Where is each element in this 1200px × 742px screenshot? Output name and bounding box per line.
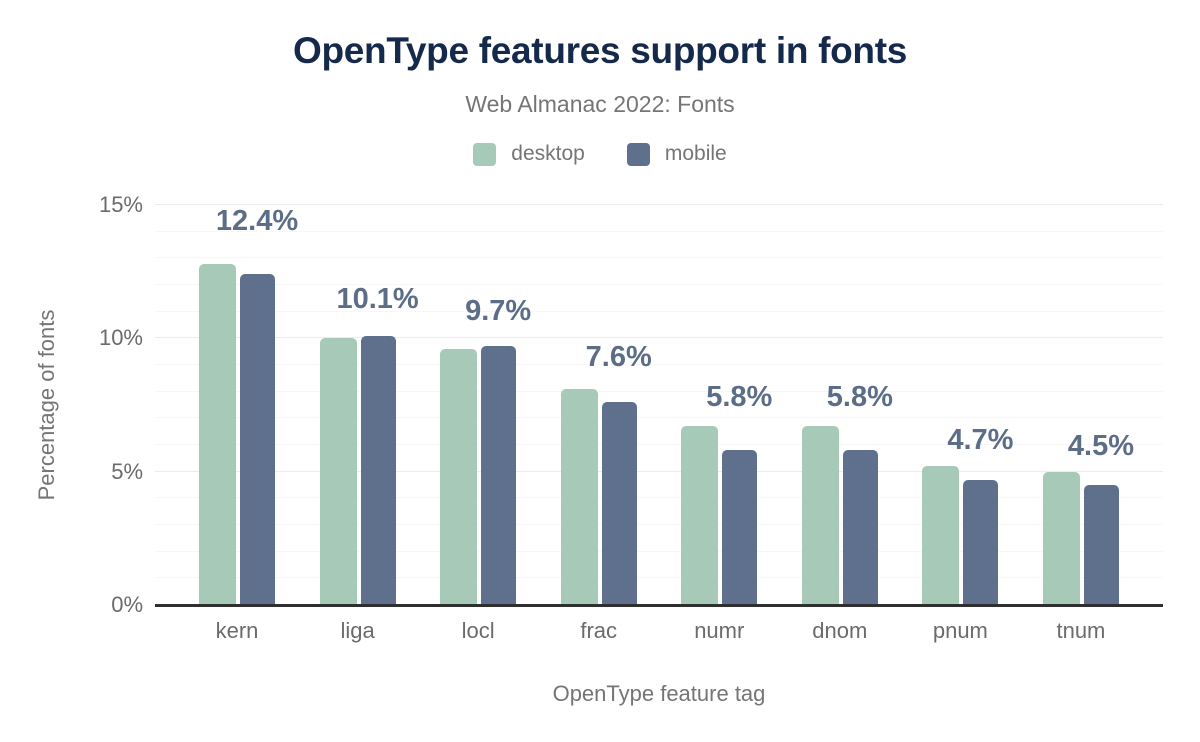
bar-group-liga: 10.1% liga — [319, 205, 419, 643]
legend-item-desktop: desktop — [473, 142, 585, 166]
x-axis-line — [155, 604, 1163, 607]
bar-mobile-frac — [601, 402, 637, 605]
bar-mobile-tnum — [1083, 485, 1119, 605]
gridline-minor — [155, 524, 1163, 525]
x-tick-label-liga: liga — [340, 618, 375, 643]
y-axis-title: Percentage of fonts — [34, 309, 59, 501]
bar-desktop-locl — [440, 349, 478, 605]
bar-group-numr: 5.8% numr — [681, 205, 772, 643]
gridline-minor — [155, 284, 1163, 285]
data-label-dnom: 5.8% — [826, 381, 893, 414]
x-tick-label-dnom: dnom — [812, 618, 868, 643]
bar-mobile-liga — [360, 335, 396, 605]
gridline-minor — [155, 444, 1163, 445]
bar-desktop-liga — [319, 338, 357, 605]
legend-swatch-mobile — [626, 142, 650, 166]
gridline-minor — [155, 550, 1163, 552]
data-label-numr: 5.8% — [706, 381, 773, 414]
gridline-minor — [155, 257, 1163, 259]
x-tick-label-pnum: pnum — [932, 618, 988, 643]
y-axis-ticks: 15% 10% 5% 0% — [0, 192, 143, 617]
gridline-minor — [155, 230, 1163, 232]
data-label-liga: 10.1% — [336, 283, 419, 316]
data-label-pnum: 4.7% — [947, 424, 1014, 457]
bar-mobile-pnum — [963, 479, 999, 605]
bar-desktop-numr — [681, 426, 719, 605]
x-tick-label-frac: frac — [580, 618, 618, 643]
bar-desktop-dnom — [801, 426, 839, 605]
y-tick-label: 0% — [111, 592, 143, 617]
bar-desktop-tnum — [1042, 471, 1080, 605]
bars-layer: 12.4% kern 10.1% liga 9.7% locl 7.6% frac 5.8% nu… — [155, 205, 1163, 643]
plot-area: 12.4% kern 10.1% liga 9.7% locl 7.6% frac 5.8% nu… — [155, 204, 1163, 643]
y-tick-label: 10% — [98, 325, 143, 351]
y-tick-label: 15% — [98, 192, 143, 217]
gridline-major — [155, 337, 1163, 339]
y-tick-label: 5% — [111, 458, 143, 484]
bar-mobile-locl — [481, 346, 517, 605]
gridline-minor — [155, 390, 1163, 392]
bar-desktop-kern — [199, 263, 236, 605]
bar-mobile-numr — [722, 450, 758, 605]
legend-swatch-desktop — [473, 142, 497, 166]
data-label-locl: 9.7% — [465, 294, 532, 327]
data-label-kern: 12.4% — [215, 205, 299, 238]
x-tick-label-kern: kern — [215, 618, 259, 643]
gridline-minor — [155, 364, 1163, 365]
x-tick-label-numr: numr — [694, 618, 745, 643]
bar-group-dnom: 5.8% dnom — [801, 205, 893, 643]
bar-desktop-pnum — [922, 466, 960, 605]
bar-group-frac: 7.6% frac — [560, 205, 652, 643]
bar-group-kern: 12.4% kern — [199, 205, 298, 643]
chart-subtitle: Web Almanac 2022: Fonts — [465, 91, 735, 117]
data-label-frac: 7.6% — [585, 340, 652, 373]
bar-group-locl: 9.7% locl — [440, 205, 531, 643]
bar-mobile-dnom — [842, 450, 878, 605]
legend-label: desktop — [511, 142, 585, 165]
data-label-tnum: 4.5% — [1067, 430, 1134, 462]
bar-mobile-kern — [240, 274, 275, 605]
x-tick-label-tnum: tnum — [1056, 618, 1106, 643]
chart-title: OpenType features support in fonts — [292, 30, 908, 71]
gridline-minor — [155, 310, 1163, 312]
x-tick-label-locl: locl — [461, 618, 495, 643]
gridline-minor — [155, 497, 1163, 499]
legend-label: mobile — [664, 142, 727, 165]
legend-item-mobile: mobile — [626, 142, 727, 166]
bar-group-tnum: 4.5% tnum — [1042, 205, 1134, 643]
gridline-major — [155, 470, 1163, 472]
legend: desktop mobile — [0, 142, 1200, 166]
bar-group-pnum: 4.7% pnum — [922, 205, 1013, 643]
gridline-minor — [155, 577, 1163, 579]
x-axis-title: OpenType feature tag — [552, 681, 766, 706]
bar-desktop-frac — [560, 389, 598, 605]
gridline-minor — [155, 417, 1163, 419]
gridline-major — [155, 204, 1163, 205]
